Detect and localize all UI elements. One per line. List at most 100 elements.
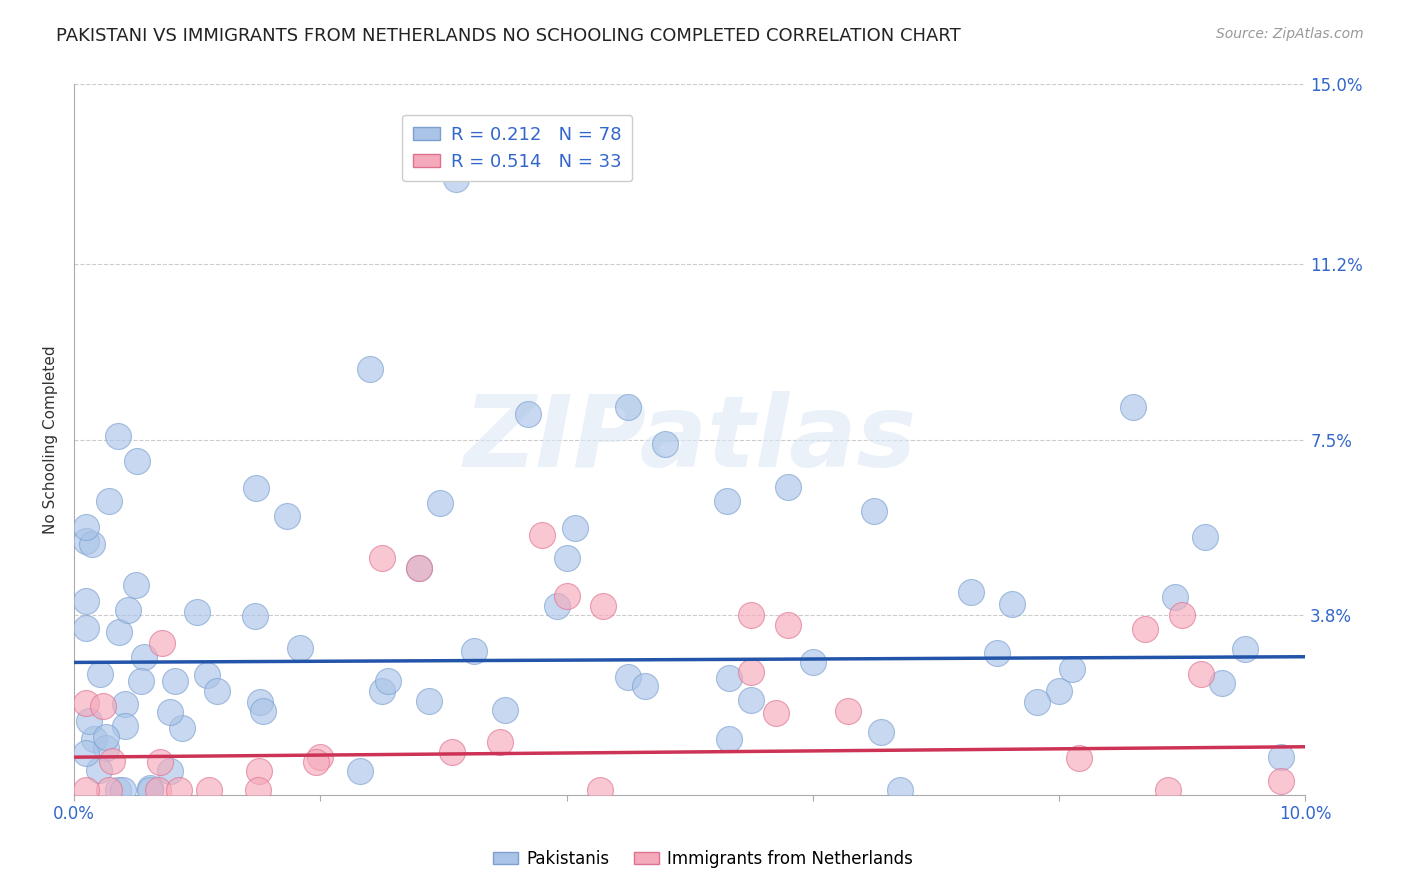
Point [98, 494, 121, 508]
Text: Source: ZipAtlas.com: Source: ZipAtlas.com [1216, 27, 1364, 41]
Point [869, 725, 891, 739]
Point [139, 783, 162, 797]
Point [75, 594, 97, 608]
Point [150, 636, 173, 650]
Point [1135, 622, 1157, 636]
Point [75, 696, 97, 710]
Point [778, 480, 800, 494]
Point [863, 504, 886, 518]
Point [494, 703, 516, 717]
Point [617, 670, 640, 684]
Point [740, 693, 762, 707]
Point [170, 721, 193, 735]
Point [717, 732, 740, 747]
Point [75, 746, 97, 760]
Point [986, 646, 1008, 660]
Point [1164, 590, 1187, 604]
Point [107, 428, 129, 442]
Point [139, 781, 162, 796]
Point [107, 783, 129, 797]
Point [463, 644, 485, 658]
Point [1025, 694, 1047, 708]
Point [159, 764, 181, 779]
Point [98, 783, 121, 797]
Point [167, 783, 190, 797]
Point [243, 608, 266, 623]
Point [146, 783, 169, 797]
Point [889, 783, 911, 797]
Point [1270, 750, 1292, 764]
Point [359, 361, 381, 376]
Point [89, 666, 111, 681]
Point [134, 650, 156, 665]
Point [1001, 597, 1024, 611]
Point [75, 621, 97, 635]
Point [1157, 783, 1180, 797]
Point [252, 704, 274, 718]
Point [159, 705, 181, 719]
Point [488, 735, 510, 749]
Y-axis label: No Schooling Completed: No Schooling Completed [44, 345, 58, 534]
Point [125, 578, 148, 592]
Point [778, 617, 800, 632]
Legend: R = 0.212   N = 78, R = 0.514   N = 33: R = 0.212 N = 78, R = 0.514 N = 33 [402, 115, 633, 181]
Point [349, 764, 371, 778]
Point [516, 408, 538, 422]
Point [654, 437, 676, 451]
Point [765, 706, 787, 720]
Point [377, 673, 399, 688]
Point [107, 625, 129, 640]
Point [198, 783, 221, 797]
Point [1122, 400, 1144, 414]
Point [94, 731, 117, 745]
Point [408, 560, 430, 574]
Point [801, 656, 824, 670]
Point [276, 509, 298, 524]
Point [740, 665, 762, 679]
Point [418, 694, 440, 708]
Point [1194, 530, 1216, 544]
Point [1171, 608, 1194, 623]
Point [716, 494, 738, 508]
Text: ZIPatlas: ZIPatlas [463, 392, 917, 488]
Point [1270, 773, 1292, 788]
Point [249, 695, 271, 709]
Point [440, 745, 463, 759]
Point [305, 756, 328, 770]
Point [149, 755, 172, 769]
Point [75, 533, 97, 548]
Point [83, 731, 105, 746]
Point [309, 750, 332, 764]
Point [546, 599, 568, 614]
Point [94, 741, 117, 756]
Point [114, 698, 136, 712]
Point [89, 764, 111, 778]
Point [82, 537, 104, 551]
Point [114, 719, 136, 733]
Point [718, 671, 741, 685]
Point [1233, 641, 1256, 656]
Point [592, 599, 614, 613]
Point [111, 783, 134, 797]
Point [186, 605, 208, 619]
Point [246, 783, 269, 797]
Point [555, 551, 578, 566]
Point [429, 496, 451, 510]
Point [589, 783, 612, 797]
Point [555, 589, 578, 603]
Point [1189, 667, 1212, 681]
Point [91, 699, 114, 714]
Point [75, 520, 97, 534]
Point [530, 527, 553, 541]
Point [371, 551, 394, 566]
Point [408, 560, 430, 574]
Point [245, 481, 267, 495]
Point [75, 783, 97, 797]
Point [247, 764, 270, 779]
Point [77, 714, 100, 728]
Point [1069, 751, 1091, 765]
Point [371, 683, 394, 698]
Point [444, 172, 467, 186]
Point [100, 754, 122, 768]
Point [1062, 662, 1084, 676]
